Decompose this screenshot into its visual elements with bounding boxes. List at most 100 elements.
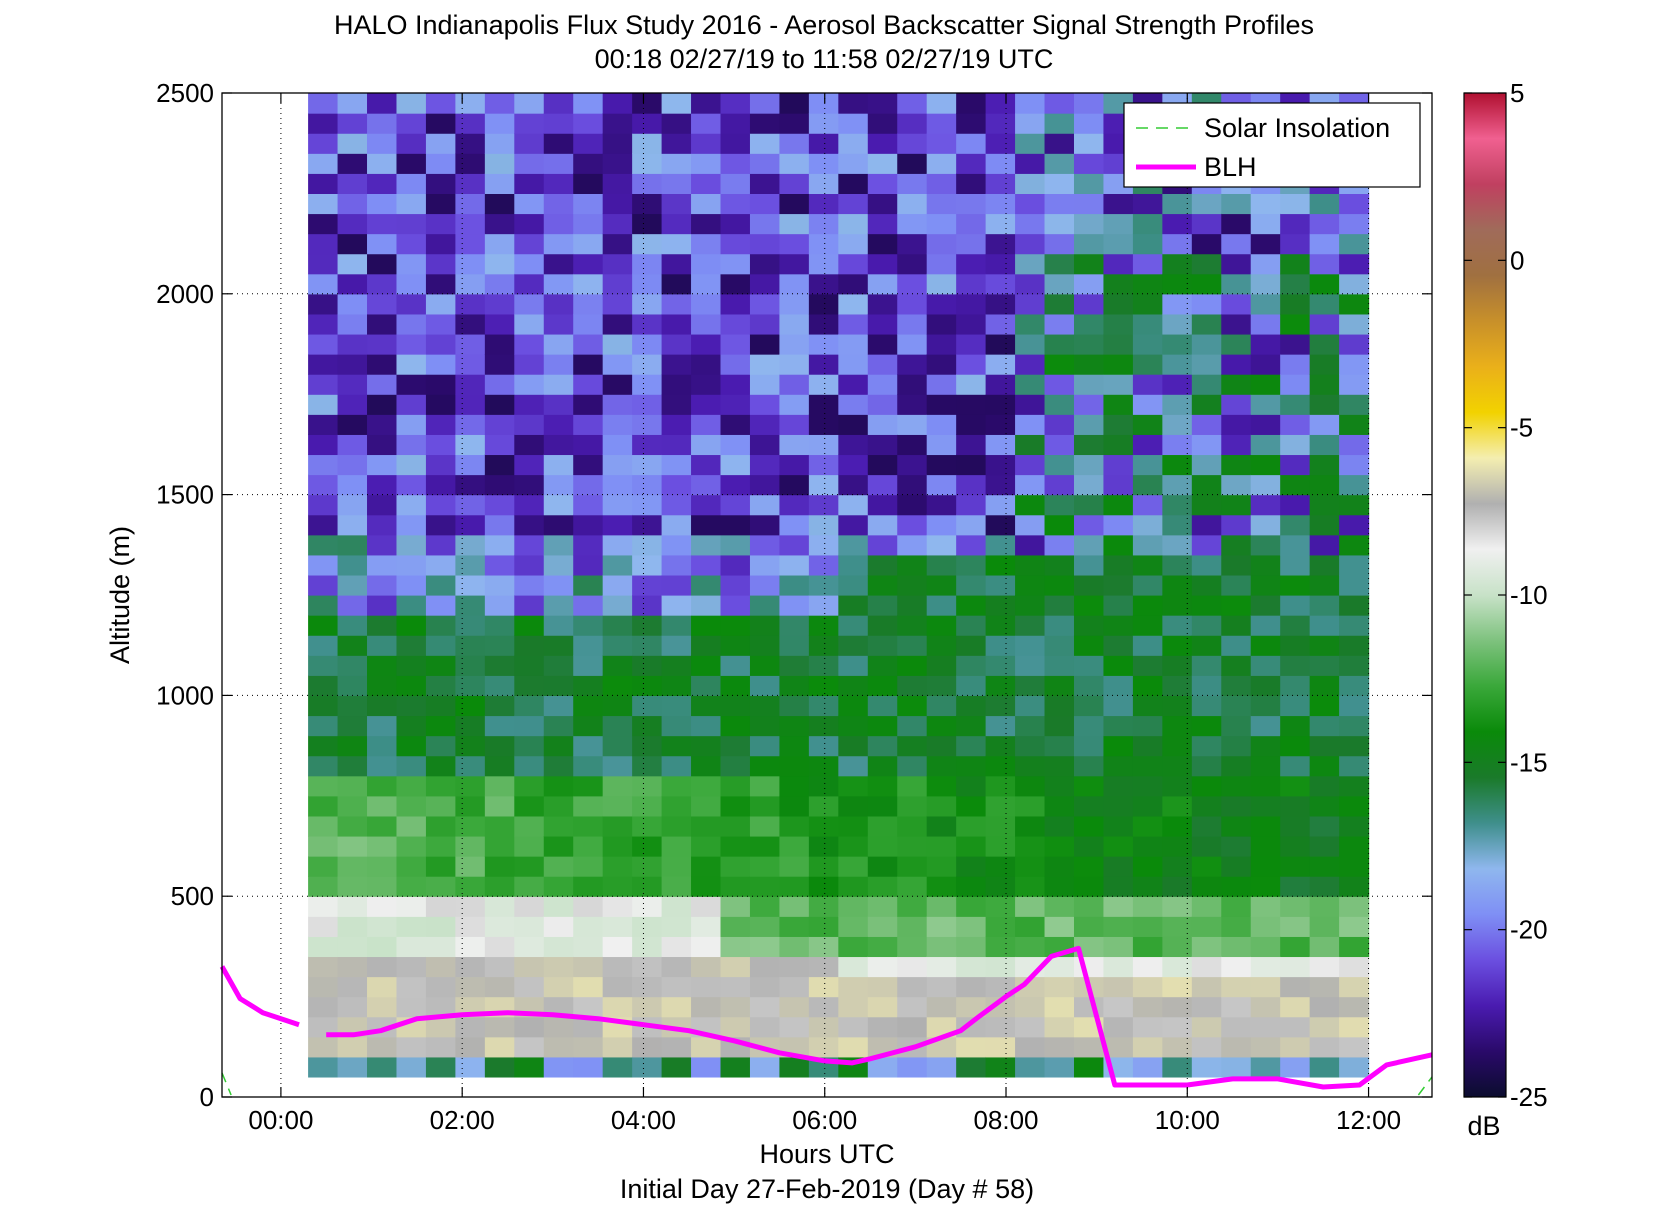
heatmap-cell	[573, 635, 604, 656]
heatmap-cell	[1103, 534, 1134, 556]
heatmap-cell	[573, 233, 604, 255]
heatmap-cell	[1073, 554, 1105, 576]
heatmap-cell	[1309, 394, 1340, 415]
heatmap-cell	[602, 996, 633, 1018]
heatmap-cell	[514, 755, 545, 777]
heatmap-cell	[1162, 876, 1193, 897]
heatmap-cell	[455, 253, 486, 275]
heatmap-cell	[1309, 896, 1340, 917]
heatmap-cell	[1280, 936, 1311, 958]
heatmap-cell	[1191, 695, 1222, 717]
heatmap-cell	[308, 595, 339, 616]
heatmap-cell	[455, 454, 486, 476]
heatmap-cell	[897, 293, 928, 315]
heatmap-cell	[691, 976, 722, 998]
heatmap-cell	[1250, 715, 1281, 737]
heatmap-cell	[337, 896, 368, 917]
solar-insolation-line	[221, 1072, 232, 1096]
heatmap-cell	[573, 956, 604, 978]
heatmap-cell	[632, 795, 663, 817]
heatmap-cell	[897, 675, 928, 696]
heatmap-cell	[337, 655, 368, 676]
heatmap-cell	[691, 233, 722, 255]
heatmap-cell	[455, 635, 486, 656]
heatmap-cell	[1103, 414, 1134, 435]
heatmap-cell	[808, 655, 839, 676]
heatmap-cell	[514, 655, 545, 676]
heatmap-cell	[1309, 655, 1340, 676]
heatmap-cell	[808, 635, 839, 656]
heatmap-cell	[573, 655, 604, 676]
heatmap-cell	[926, 916, 957, 937]
heatmap-cell	[337, 936, 368, 958]
heatmap-cell	[691, 635, 722, 656]
colorbar-label: dB	[1467, 1111, 1500, 1141]
heatmap-cell	[1280, 474, 1311, 496]
heatmap-cell	[691, 595, 722, 616]
heatmap-cell	[1339, 434, 1370, 456]
heatmap-cell	[484, 876, 515, 897]
heatmap-cell	[573, 434, 604, 456]
heatmap-cell	[455, 514, 486, 536]
heatmap-cell	[455, 554, 486, 576]
heatmap-cell	[985, 113, 1016, 134]
heatmap-cell	[661, 193, 692, 215]
heatmap-cell	[484, 595, 515, 616]
heatmap-cell	[1132, 454, 1163, 476]
heatmap-cell	[1103, 333, 1134, 355]
heatmap-cell	[1191, 233, 1222, 255]
heatmap-cell	[425, 896, 456, 917]
heatmap-cell	[985, 675, 1016, 696]
heatmap-cell	[543, 1036, 574, 1058]
heatmap-cell	[632, 554, 663, 576]
heatmap-cell	[455, 574, 486, 596]
heatmap-cell	[1162, 936, 1193, 958]
heatmap-cell	[455, 354, 486, 375]
heatmap-cell	[1044, 554, 1075, 576]
heatmap-cell	[1103, 213, 1134, 235]
heatmap-cell	[1162, 715, 1193, 737]
heatmap-cell	[956, 494, 987, 516]
heatmap-cell	[543, 876, 574, 897]
heatmap-cell	[720, 374, 751, 395]
heatmap-cell	[543, 93, 574, 114]
heatmap-cell	[425, 675, 456, 696]
heatmap-cell	[720, 876, 751, 897]
heatmap-cell	[1191, 976, 1222, 998]
heatmap-cell	[926, 635, 957, 656]
heatmap-cell	[661, 534, 692, 556]
heatmap-cell	[632, 735, 663, 757]
heatmap-cell	[455, 695, 486, 717]
heatmap-cell	[602, 273, 633, 295]
heatmap-cell	[425, 715, 456, 737]
heatmap-cell	[308, 313, 339, 335]
heatmap-cell	[808, 595, 839, 616]
heatmap-cell	[1073, 735, 1105, 757]
heatmap-cell	[779, 635, 810, 656]
heatmap-cell	[308, 173, 339, 194]
heatmap-cell	[808, 293, 839, 315]
heatmap-cell	[367, 133, 398, 154]
heatmap-cell	[1339, 856, 1370, 877]
heatmap-cell	[1073, 876, 1105, 897]
heatmap-cell	[1103, 494, 1134, 516]
heatmap-cell	[1044, 1016, 1075, 1038]
heatmap-cell	[1309, 374, 1340, 395]
heatmap-cell	[602, 936, 633, 958]
heatmap-cell	[1015, 233, 1046, 255]
heatmap-cell	[661, 313, 692, 335]
heatmap-cell	[1221, 253, 1252, 275]
heatmap-cell	[1015, 695, 1046, 717]
heatmap-cell	[543, 153, 574, 174]
heatmap-cell	[926, 615, 957, 636]
heatmap-cell	[514, 293, 545, 315]
heatmap-cell	[455, 896, 486, 917]
heatmap-cell	[1309, 835, 1340, 857]
heatmap-cell	[1339, 554, 1370, 576]
heatmap-cell	[691, 153, 722, 174]
heatmap-cell	[1221, 414, 1252, 435]
heatmap-cell	[1309, 554, 1340, 576]
heatmap-cell	[661, 876, 692, 897]
heatmap-cell	[691, 956, 722, 978]
heatmap-cell	[1250, 313, 1281, 335]
